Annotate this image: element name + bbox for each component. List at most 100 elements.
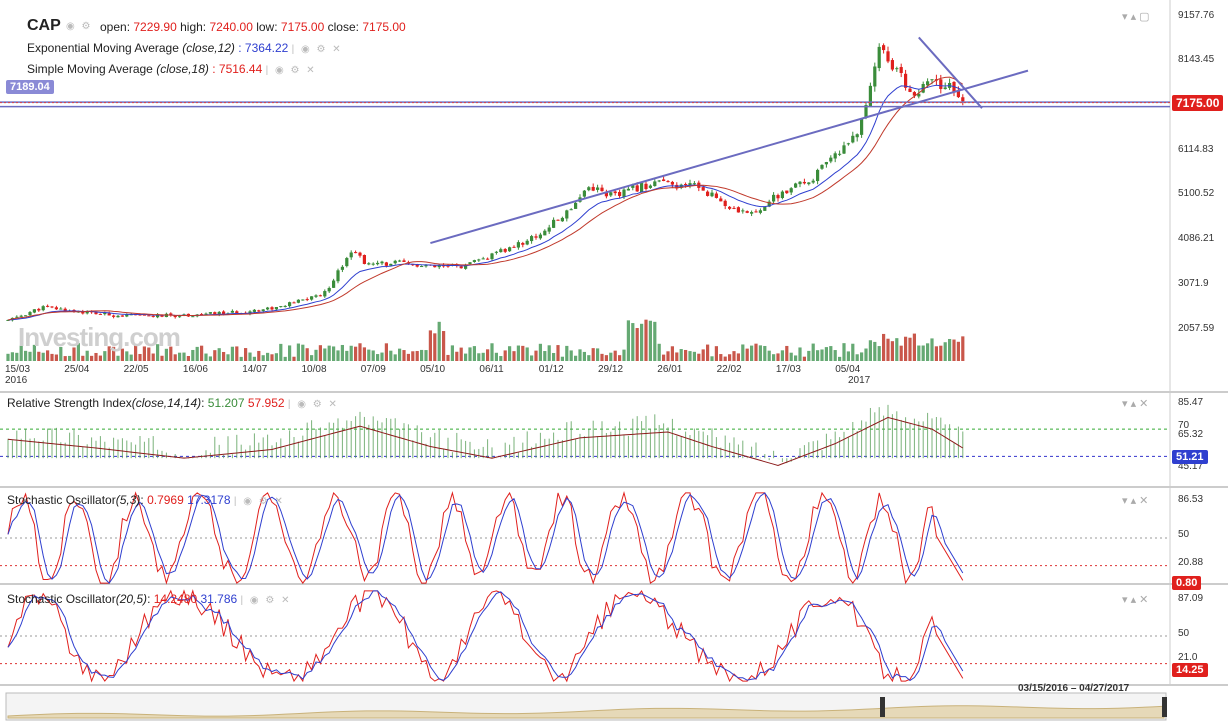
eye-icon[interactable]: ◉ ⚙ <box>66 21 93 32</box>
volume-bar <box>164 348 168 361</box>
candle-body <box>574 202 578 209</box>
volume-bar <box>266 352 270 361</box>
candle-body <box>807 182 811 185</box>
volume-bar <box>442 331 446 361</box>
candle-body <box>85 311 89 314</box>
volume-bar <box>684 349 688 361</box>
open-value: 7229.90 <box>133 20 177 34</box>
candle-body <box>208 312 212 314</box>
volume-bar <box>288 345 292 361</box>
volume-bar <box>252 356 256 361</box>
pane-controls-icon[interactable]: ▾ ▴ ▢ <box>1122 11 1150 23</box>
volume-bar <box>340 344 344 361</box>
navigator-area <box>7 705 1165 719</box>
settings-icon[interactable]: | ◉ ⚙ ✕ <box>291 44 343 55</box>
candle-body <box>816 169 820 182</box>
volume-bar <box>525 347 529 361</box>
volume-bar <box>675 352 679 361</box>
navigator-handle-left[interactable] <box>880 697 885 717</box>
candle-body <box>798 181 802 185</box>
watermark-logo: Investing.com <box>18 322 181 352</box>
volume-bar <box>28 351 32 361</box>
volume-bar <box>560 356 564 361</box>
date-tick: 26/01 <box>657 364 683 375</box>
volume-bar <box>37 351 41 361</box>
candle-body <box>490 253 494 260</box>
candle-body <box>714 193 718 198</box>
volume-bar <box>503 350 507 361</box>
trend-line[interactable] <box>918 36 983 109</box>
volume-bar <box>384 343 388 361</box>
candle-body <box>288 302 292 307</box>
volume-bar <box>406 353 410 361</box>
volume-bar <box>728 354 732 361</box>
price-tick: 3071.9 <box>1178 278 1209 289</box>
candle-body <box>305 299 309 301</box>
volume-bar <box>371 350 375 361</box>
candle-body <box>666 181 670 183</box>
candle-body <box>772 194 776 202</box>
volume-bar <box>644 319 648 361</box>
candle-body <box>780 191 784 199</box>
stoch2-d-line <box>7 590 964 682</box>
volume-bar <box>648 320 652 361</box>
volume-bar <box>930 338 934 361</box>
ema-params: (close,12) <box>182 41 235 55</box>
volume-bar <box>939 345 943 361</box>
price-tick: 9157.76 <box>1178 10 1215 21</box>
volume-bar <box>600 353 604 361</box>
close-label: close: <box>327 20 359 34</box>
settings-icon[interactable]: | ◉ ⚙ ✕ <box>233 496 285 507</box>
candle-body <box>763 207 767 211</box>
settings-icon[interactable]: | ◉ ⚙ ✕ <box>240 595 292 606</box>
pane-controls-icon[interactable]: ▾ ▴ ✕ <box>1122 594 1149 606</box>
trend-line[interactable] <box>430 69 1029 245</box>
settings-icon[interactable]: | ◉ ⚙ ✕ <box>265 65 317 76</box>
stoch1-legend: Stochastic Oscillator(5,3): 0.7969 17.31… <box>7 493 285 507</box>
candle-body <box>609 192 613 196</box>
volume-bar <box>178 352 182 361</box>
volume-bar <box>411 351 415 361</box>
volume-bar <box>934 346 938 361</box>
candle-body <box>728 206 732 209</box>
rsi-value-1: 51.207 <box>207 396 245 410</box>
stoch1-name: Stochastic Oscillator <box>7 493 116 507</box>
volume-bar <box>741 344 745 361</box>
volume-bar <box>886 338 890 361</box>
navigator-handle-right[interactable] <box>1162 697 1167 717</box>
date-tick: 05/10 <box>420 364 446 375</box>
stoch1-tick: 86.53 <box>1178 494 1204 505</box>
volume-bar <box>428 330 432 361</box>
volume-bar <box>701 349 705 361</box>
candle-body <box>648 185 652 188</box>
date-tick: 01/12 <box>538 364 564 375</box>
pane-controls-icon[interactable]: ▾ ▴ ✕ <box>1122 398 1149 410</box>
candle-body <box>477 259 481 261</box>
volume-bar <box>829 346 833 361</box>
candle-body <box>327 287 331 292</box>
candle-body <box>961 97 965 102</box>
candle-body <box>283 305 287 307</box>
volume-bar <box>719 354 723 361</box>
volume-bar <box>912 333 916 361</box>
volume-bar <box>160 355 164 361</box>
volume-bar <box>76 343 80 361</box>
volume-bar <box>926 343 930 361</box>
volume-bar <box>46 350 50 361</box>
settings-icon[interactable]: | ◉ ⚙ ✕ <box>287 399 339 410</box>
price-tick: 4086.21 <box>1178 233 1215 244</box>
candle-body <box>952 81 956 93</box>
volume-bar <box>772 354 776 361</box>
volume-bar <box>895 338 899 361</box>
volume-bar <box>961 336 965 361</box>
candle-body <box>230 310 234 313</box>
candle-body <box>662 179 666 182</box>
volume-bar <box>191 349 195 361</box>
pane-controls-icon[interactable]: ▾ ▴ ✕ <box>1122 495 1149 507</box>
date-tick: 14/07 <box>242 364 268 375</box>
candle-body <box>296 299 300 303</box>
candle-body <box>371 263 375 265</box>
candle-body <box>389 263 393 266</box>
rsi-params: (close,14,14) <box>131 396 202 410</box>
